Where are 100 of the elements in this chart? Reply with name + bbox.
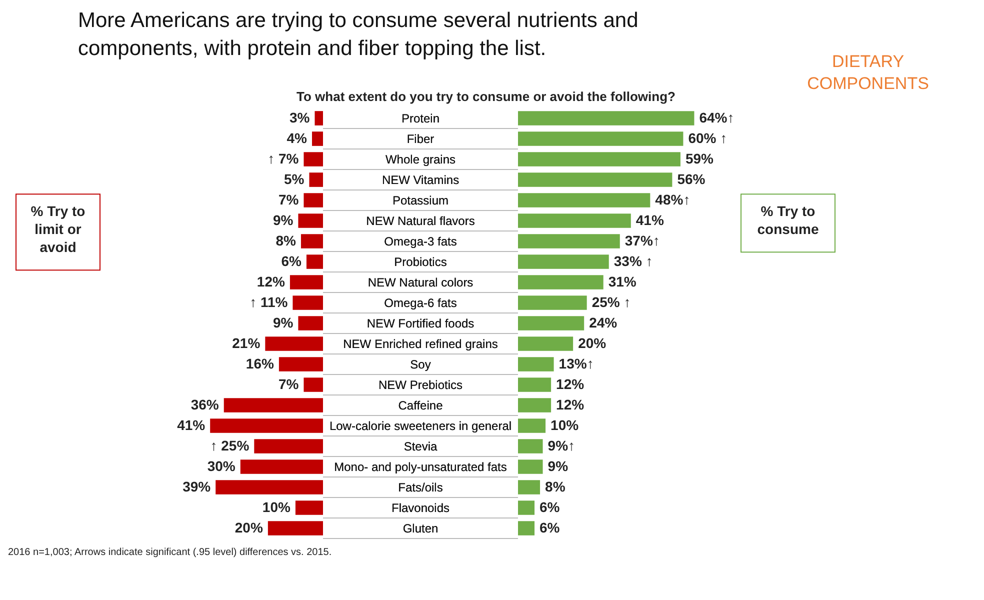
bar [518, 234, 620, 248]
text: % Try to limit or avoid [30, 203, 86, 256]
bar [518, 460, 543, 474]
bar [304, 152, 323, 166]
y-tick-label: Gluten [402, 521, 438, 536]
y-tick-label: Low-calorie sweeteners in general [329, 418, 512, 433]
bar [224, 398, 323, 412]
bar [518, 480, 540, 494]
y-tick-label: Flavonoids [391, 500, 450, 515]
data-label: 36% [190, 396, 220, 412]
data-label: 16% [246, 355, 274, 372]
data-label: 48%↑ [655, 191, 690, 208]
bar [518, 152, 680, 166]
bar [518, 296, 587, 310]
y-tick-label: Probiotics [394, 254, 447, 269]
bar [518, 254, 609, 269]
data-label: ↑ 7% [268, 150, 300, 166]
bar [278, 357, 323, 372]
data-label: 64%↑ [699, 109, 734, 126]
data-label: 9% [272, 212, 294, 228]
bar [518, 172, 672, 187]
bar [518, 398, 552, 412]
text: To what extent do you try to consume or avoid the following? [296, 89, 676, 104]
bar [268, 521, 323, 536]
data-label: 41% [636, 212, 664, 228]
bar [210, 418, 323, 433]
text: 2016 n=1,003; Arrows indicate significant (.95 level) differences vs. 2015. [8, 547, 332, 558]
data-label: 12% [556, 376, 585, 392]
data-label: 30% [207, 458, 236, 474]
bar [518, 111, 694, 126]
data-label: 24% [589, 314, 618, 330]
data-label: 39% [182, 478, 212, 494]
data-label: 9% [548, 458, 569, 474]
bar [300, 234, 323, 248]
data-label: 20% [234, 519, 264, 536]
bar [309, 172, 323, 187]
data-label: 33% ↑ [614, 252, 653, 269]
data-label: 20% [578, 334, 607, 351]
y-tick-label: Potassium [392, 193, 449, 208]
bar [518, 357, 554, 372]
y-tick-label: Mono- and poly-unsaturated fats [334, 460, 507, 474]
data-label: 13%↑ [558, 355, 594, 372]
bar [292, 296, 323, 310]
y-tick-label: Omega-6 fats [384, 296, 457, 310]
y-tick-label: Fats/oils [398, 480, 443, 494]
bar [518, 439, 543, 454]
y-tick-label: Protein [401, 111, 440, 126]
data-label: 8% [545, 478, 566, 494]
data-label: 8% [276, 232, 297, 248]
data-label: 4% [286, 130, 308, 146]
bar [298, 316, 323, 330]
y-tick-label: Caffeine [398, 398, 444, 412]
y-tick-label: NEW Natural colors [368, 275, 474, 290]
data-label: 9% [272, 314, 294, 330]
data-label: 7% [278, 376, 300, 392]
y-tick-label: Fiber [406, 132, 434, 146]
y-tick-label: Soy [410, 357, 431, 372]
bar [312, 132, 323, 146]
data-label: 7% [278, 191, 300, 208]
y-tick-label: Omega-3 fats [384, 234, 457, 248]
bar [518, 214, 631, 228]
chart-title: More Americans are trying to consume several nutrients and components, with protein and fiber topping the list. [78, 9, 638, 60]
bar [518, 521, 535, 536]
data-label: 59% [685, 150, 714, 166]
data-label: 10% [550, 416, 580, 433]
data-label: 10% [262, 498, 292, 515]
bar [518, 336, 574, 351]
bar [518, 316, 584, 330]
y-tick-label: Stevia [404, 439, 438, 454]
bar [306, 254, 323, 269]
data-label: 37%↑ [624, 232, 660, 248]
y-tick-label: NEW Natural flavors [366, 214, 475, 228]
bar [518, 500, 535, 515]
data-label: 31% [608, 273, 637, 290]
data-label: 12% [556, 396, 585, 412]
data-label: 3% [290, 109, 310, 126]
data-label: 56% [677, 170, 706, 187]
y-tick-label: NEW Prebiotics [378, 378, 463, 392]
bar [298, 214, 323, 228]
bar [518, 132, 684, 146]
text: DIETARY COMPONENTS [807, 52, 929, 93]
bar [290, 275, 323, 290]
bar [254, 439, 323, 454]
bar [518, 275, 604, 290]
bar [518, 418, 546, 433]
bar [518, 378, 552, 392]
text: % Try to consume [757, 203, 819, 238]
data-label: 12% [256, 273, 286, 290]
bar [314, 111, 323, 126]
data-label: 41% [177, 416, 206, 433]
bar [295, 500, 323, 515]
data-label: 25% ↑ [592, 294, 631, 310]
data-label: 60% ↑ [688, 130, 728, 146]
y-tick-label: Whole grains [385, 152, 456, 166]
data-label: 6% [540, 498, 560, 515]
data-label: 6% [540, 519, 560, 536]
bar [304, 378, 323, 392]
bar [304, 193, 323, 208]
data-label: 6% [281, 252, 302, 269]
data-label: ↑ 25% [210, 437, 250, 454]
